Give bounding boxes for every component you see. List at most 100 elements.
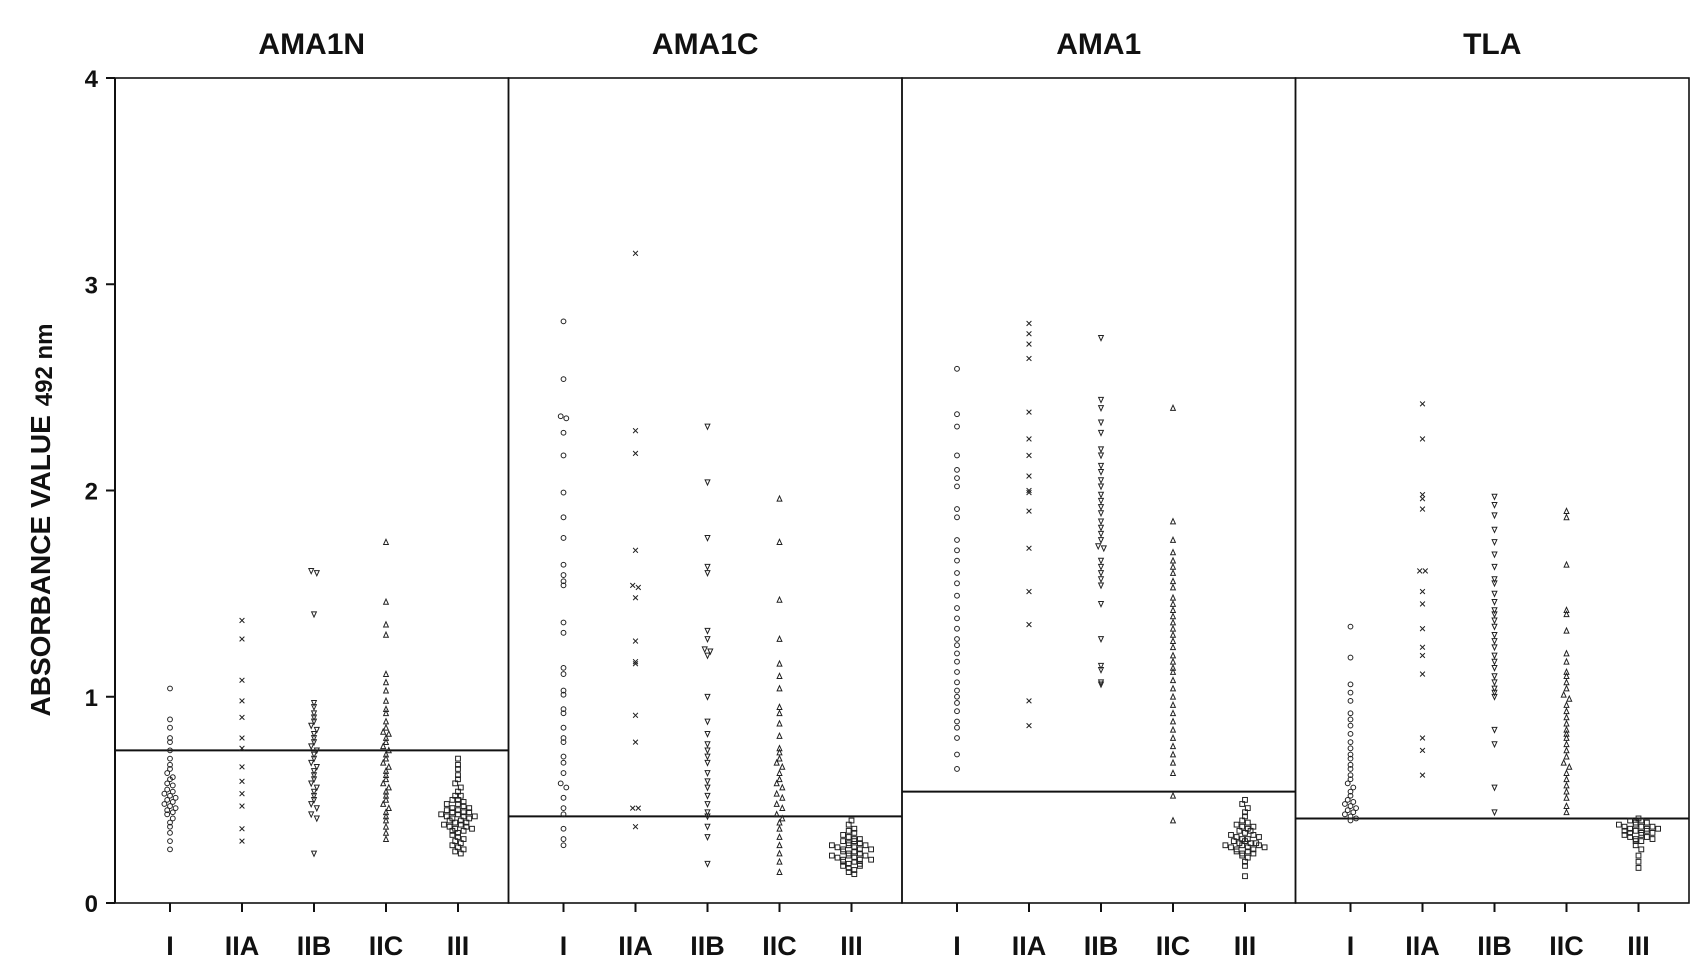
x-category-label: I xyxy=(560,931,568,961)
data-point-i xyxy=(560,836,567,842)
data-point-iic xyxy=(1169,791,1177,799)
x-category-label: IIB xyxy=(1084,931,1119,961)
data-point-iii xyxy=(857,846,863,853)
data-point-iic xyxy=(776,538,783,545)
data-point-iib xyxy=(310,751,318,759)
data-point-iib xyxy=(1097,563,1105,571)
x-category-label: IIC xyxy=(1156,931,1191,961)
data-point-iib xyxy=(313,805,320,813)
data-point-iii xyxy=(845,821,852,828)
x-category-label: I xyxy=(953,931,961,961)
data-point-i xyxy=(560,706,567,713)
x-category-label: IIA xyxy=(1405,931,1440,961)
data-point-i xyxy=(1350,809,1357,816)
data-point-i xyxy=(557,413,564,420)
data-point-iib xyxy=(1491,539,1498,547)
data-point-iii xyxy=(857,836,863,842)
data-point-i xyxy=(954,475,960,482)
data-point-i xyxy=(560,735,567,741)
data-point-iib xyxy=(704,770,711,778)
data-point-iib xyxy=(1491,551,1498,559)
data-point-iib xyxy=(1491,611,1498,619)
data-point-iib xyxy=(1491,809,1498,817)
data-point-iib xyxy=(310,704,318,712)
data-point-iic xyxy=(1169,742,1177,750)
data-point-iic xyxy=(1563,752,1570,760)
data-point-i xyxy=(954,642,960,649)
data-point-iii xyxy=(455,811,461,818)
data-point-i xyxy=(1347,689,1354,696)
data-point-iii xyxy=(455,807,461,814)
data-point-i xyxy=(164,780,171,787)
data-point-i xyxy=(1347,813,1354,820)
data-point-iic xyxy=(776,494,783,502)
data-point-i xyxy=(560,429,567,436)
data-point-iic xyxy=(385,783,392,791)
data-point-iii xyxy=(1244,844,1251,851)
data-point-iic xyxy=(1563,657,1570,665)
data-point-i xyxy=(560,724,567,731)
data-point-iic xyxy=(382,835,390,842)
data-point-iib xyxy=(1097,477,1105,485)
data-point-iib xyxy=(1491,693,1498,701)
data-point-iii xyxy=(1250,832,1257,838)
panel-title: AMA1 xyxy=(1056,28,1141,61)
y-tick-label: 2 xyxy=(85,479,98,506)
data-point-iii xyxy=(851,871,858,878)
data-point-iic xyxy=(1169,404,1177,411)
data-point-iic xyxy=(1169,758,1177,766)
data-point-iii xyxy=(1621,823,1628,830)
data-point-iib xyxy=(1097,452,1105,460)
data-point-iia xyxy=(1026,409,1032,415)
data-point-i xyxy=(167,739,173,746)
data-point-iib xyxy=(308,759,315,767)
data-point-iib xyxy=(1097,469,1105,476)
data-point-iib xyxy=(1491,664,1498,672)
data-point-iii xyxy=(1256,834,1262,840)
data-point-i xyxy=(560,619,567,626)
data-point-iii xyxy=(463,819,470,826)
data-point-i xyxy=(560,691,567,698)
data-point-i xyxy=(954,537,960,543)
data-point-iii xyxy=(1242,873,1248,880)
data-point-iic xyxy=(1563,781,1570,789)
x-category-label: IIB xyxy=(1477,931,1512,961)
x-category-label: I xyxy=(1347,931,1355,961)
data-point-iia xyxy=(1419,652,1426,659)
data-point-iia xyxy=(239,714,245,721)
data-point-iib xyxy=(1097,446,1105,454)
data-point-iia xyxy=(632,594,639,601)
data-point-iii xyxy=(438,811,445,818)
data-point-iii xyxy=(1228,844,1234,851)
data-point-i xyxy=(560,514,567,521)
data-point-iia xyxy=(632,712,639,719)
data-point-iib xyxy=(704,759,711,767)
data-point-iib xyxy=(313,726,320,734)
data-point-iib xyxy=(704,570,711,577)
data-point-i xyxy=(1347,716,1354,723)
data-point-iib xyxy=(313,570,320,577)
data-point-iii xyxy=(466,805,473,812)
data-point-iii xyxy=(1632,821,1639,828)
data-point-iib xyxy=(1097,396,1105,404)
data-point-iib xyxy=(1491,638,1498,646)
data-point-i xyxy=(167,755,173,762)
data-point-iib xyxy=(1097,570,1105,577)
data-point-iii xyxy=(460,803,467,809)
data-point-iii xyxy=(1222,842,1229,849)
data-point-iic xyxy=(1566,762,1573,770)
data-point-iic xyxy=(776,833,783,840)
data-point-i xyxy=(1347,817,1354,824)
data-point-iia xyxy=(1026,588,1032,595)
data-point-iib xyxy=(1491,741,1498,749)
data-point-iia xyxy=(239,636,245,642)
data-point-iia xyxy=(1026,320,1032,327)
data-point-i xyxy=(560,671,567,677)
data-point-iic xyxy=(382,775,390,783)
data-point-iic xyxy=(1169,630,1177,638)
data-point-iii xyxy=(1644,827,1650,834)
data-point-iic xyxy=(380,758,387,766)
data-point-iii xyxy=(862,852,869,859)
data-point-i xyxy=(560,572,567,578)
data-point-iic xyxy=(1563,793,1570,801)
